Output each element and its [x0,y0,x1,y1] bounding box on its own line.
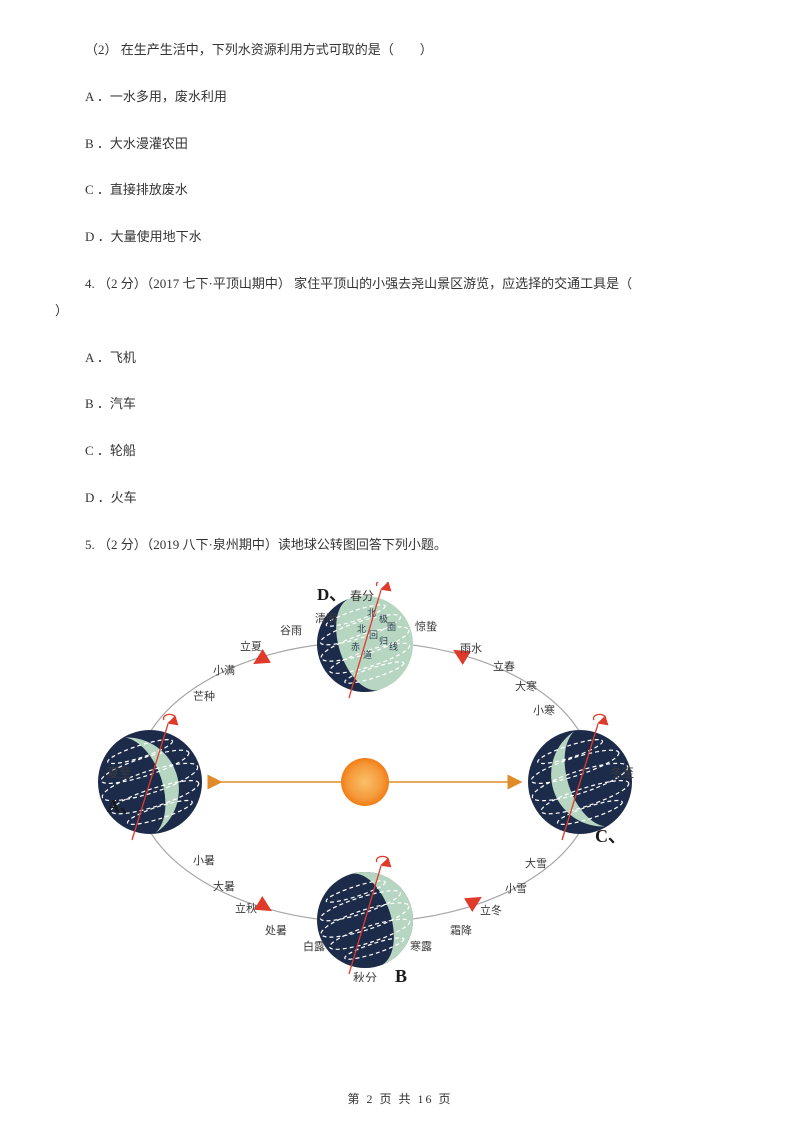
q3b-opt-b[interactable]: B ．大水漫灌农田 [55,134,745,155]
q4-opt-a[interactable]: A ．飞机 [55,348,745,369]
q3b-opt-a[interactable]: A ．一水多用，废水利用 [55,87,745,108]
q5-stem: 5. （2 分）（2019 八下·泉州期中）读地球公转图回答下列小题。 [55,535,745,556]
svg-text:小满: 小满 [213,664,235,677]
q3b-stem: （2） 在生产生活中，下列水资源利用方式可取的是（ ） [55,40,745,61]
q3b-opt-d[interactable]: D ．大量使用地下水 [55,227,745,248]
svg-text:回: 回 [369,630,378,640]
label-D: D、 [317,585,346,604]
page-footer: 第 2 页 共 16 页 [0,1090,800,1107]
svg-text:圈: 圈 [387,622,396,632]
svg-text:大寒: 大寒 [515,679,537,693]
svg-text:寒露: 寒露 [410,939,432,953]
svg-text:大暑: 大暑 [213,879,235,893]
svg-text:清明: 清明 [315,612,337,625]
q4-opt-d[interactable]: D ．火车 [55,488,745,509]
q3b-opt-c[interactable]: C ．直接排放废水 [55,180,745,201]
earth-revolution-diagram: 夏至 A、 冬至 C、 北 极 圈 北 回 [85,582,645,982]
label-C: C、 [595,826,626,846]
svg-text:赤: 赤 [351,642,360,652]
label-B: B [395,966,407,982]
svg-text:雨水: 雨水 [460,642,482,655]
q4-opt-b[interactable]: B ．汽车 [55,394,745,415]
svg-text:北: 北 [357,624,366,634]
svg-text:小寒: 小寒 [533,703,555,717]
label-A: A、 [107,796,138,816]
svg-text:北: 北 [367,608,376,618]
svg-text:大雪: 大雪 [525,856,547,870]
label-chunfen: 春分 [350,589,374,603]
svg-text:惊蛰: 惊蛰 [415,619,437,633]
svg-text:立秋: 立秋 [235,901,257,915]
q4-opt-c[interactable]: C ．轮船 [55,441,745,462]
svg-text:小雪: 小雪 [505,882,527,895]
q4-stem-a: 4. （2 分）（2017 七下·平顶山期中） 家住平顶山的小强去尧山景区游览，… [55,274,745,295]
label-xiazhi: 夏至 [107,766,131,780]
label-dongzhi: 冬至 [610,765,634,780]
svg-text:小暑: 小暑 [193,854,215,867]
svg-text:芒种: 芒种 [193,689,215,703]
q4-stem-b: ） [55,301,745,322]
svg-text:白露: 白露 [303,939,325,953]
svg-text:霜降: 霜降 [450,923,472,937]
svg-text:道: 道 [363,649,372,660]
svg-text:谷雨: 谷雨 [280,624,302,637]
svg-text:处暑: 处暑 [265,924,287,937]
svg-text:立春: 立春 [493,659,515,673]
svg-text:归: 归 [379,635,388,646]
svg-text:线: 线 [389,641,398,652]
svg-text:立冬: 立冬 [480,903,502,917]
svg-text:立夏: 立夏 [240,639,262,653]
label-qiufen: 秋分 [353,971,377,982]
